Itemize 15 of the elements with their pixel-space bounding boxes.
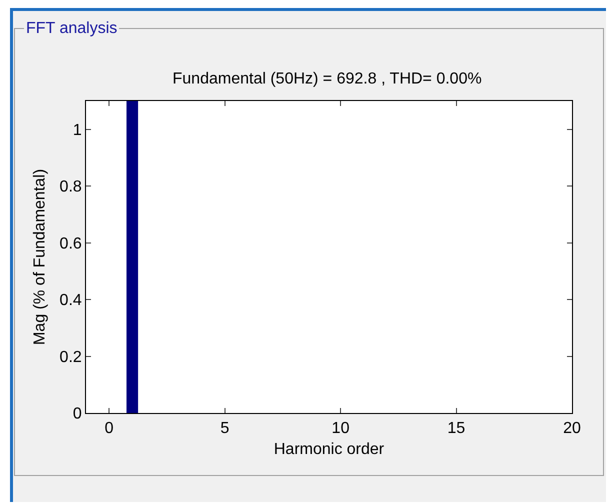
y-axis-title: Mag (% of Fundamental)	[31, 168, 48, 346]
x-tick-label: 0	[104, 420, 114, 438]
x-tick-label: 15	[447, 420, 466, 438]
y-tick-label: 0.4	[60, 292, 82, 310]
y-tick-label: 0.8	[60, 178, 82, 196]
x-axis-title: Harmonic order	[274, 440, 385, 458]
y-tick-label: 1	[72, 122, 82, 139]
x-tick-label: 5	[220, 420, 230, 438]
y-tick-label: 0.6	[60, 235, 82, 252]
x-tick-label: 10	[332, 420, 350, 438]
chart-title: FFT analysis	[24, 20, 120, 38]
x-tick-label: 20	[563, 420, 581, 438]
chart-subtitle: Fundamental (50Hz) = 692.8 , THD= 0.00%	[172, 70, 482, 88]
y-tick-label: 0	[72, 406, 82, 423]
y-tick-label: 0.2	[60, 348, 82, 366]
